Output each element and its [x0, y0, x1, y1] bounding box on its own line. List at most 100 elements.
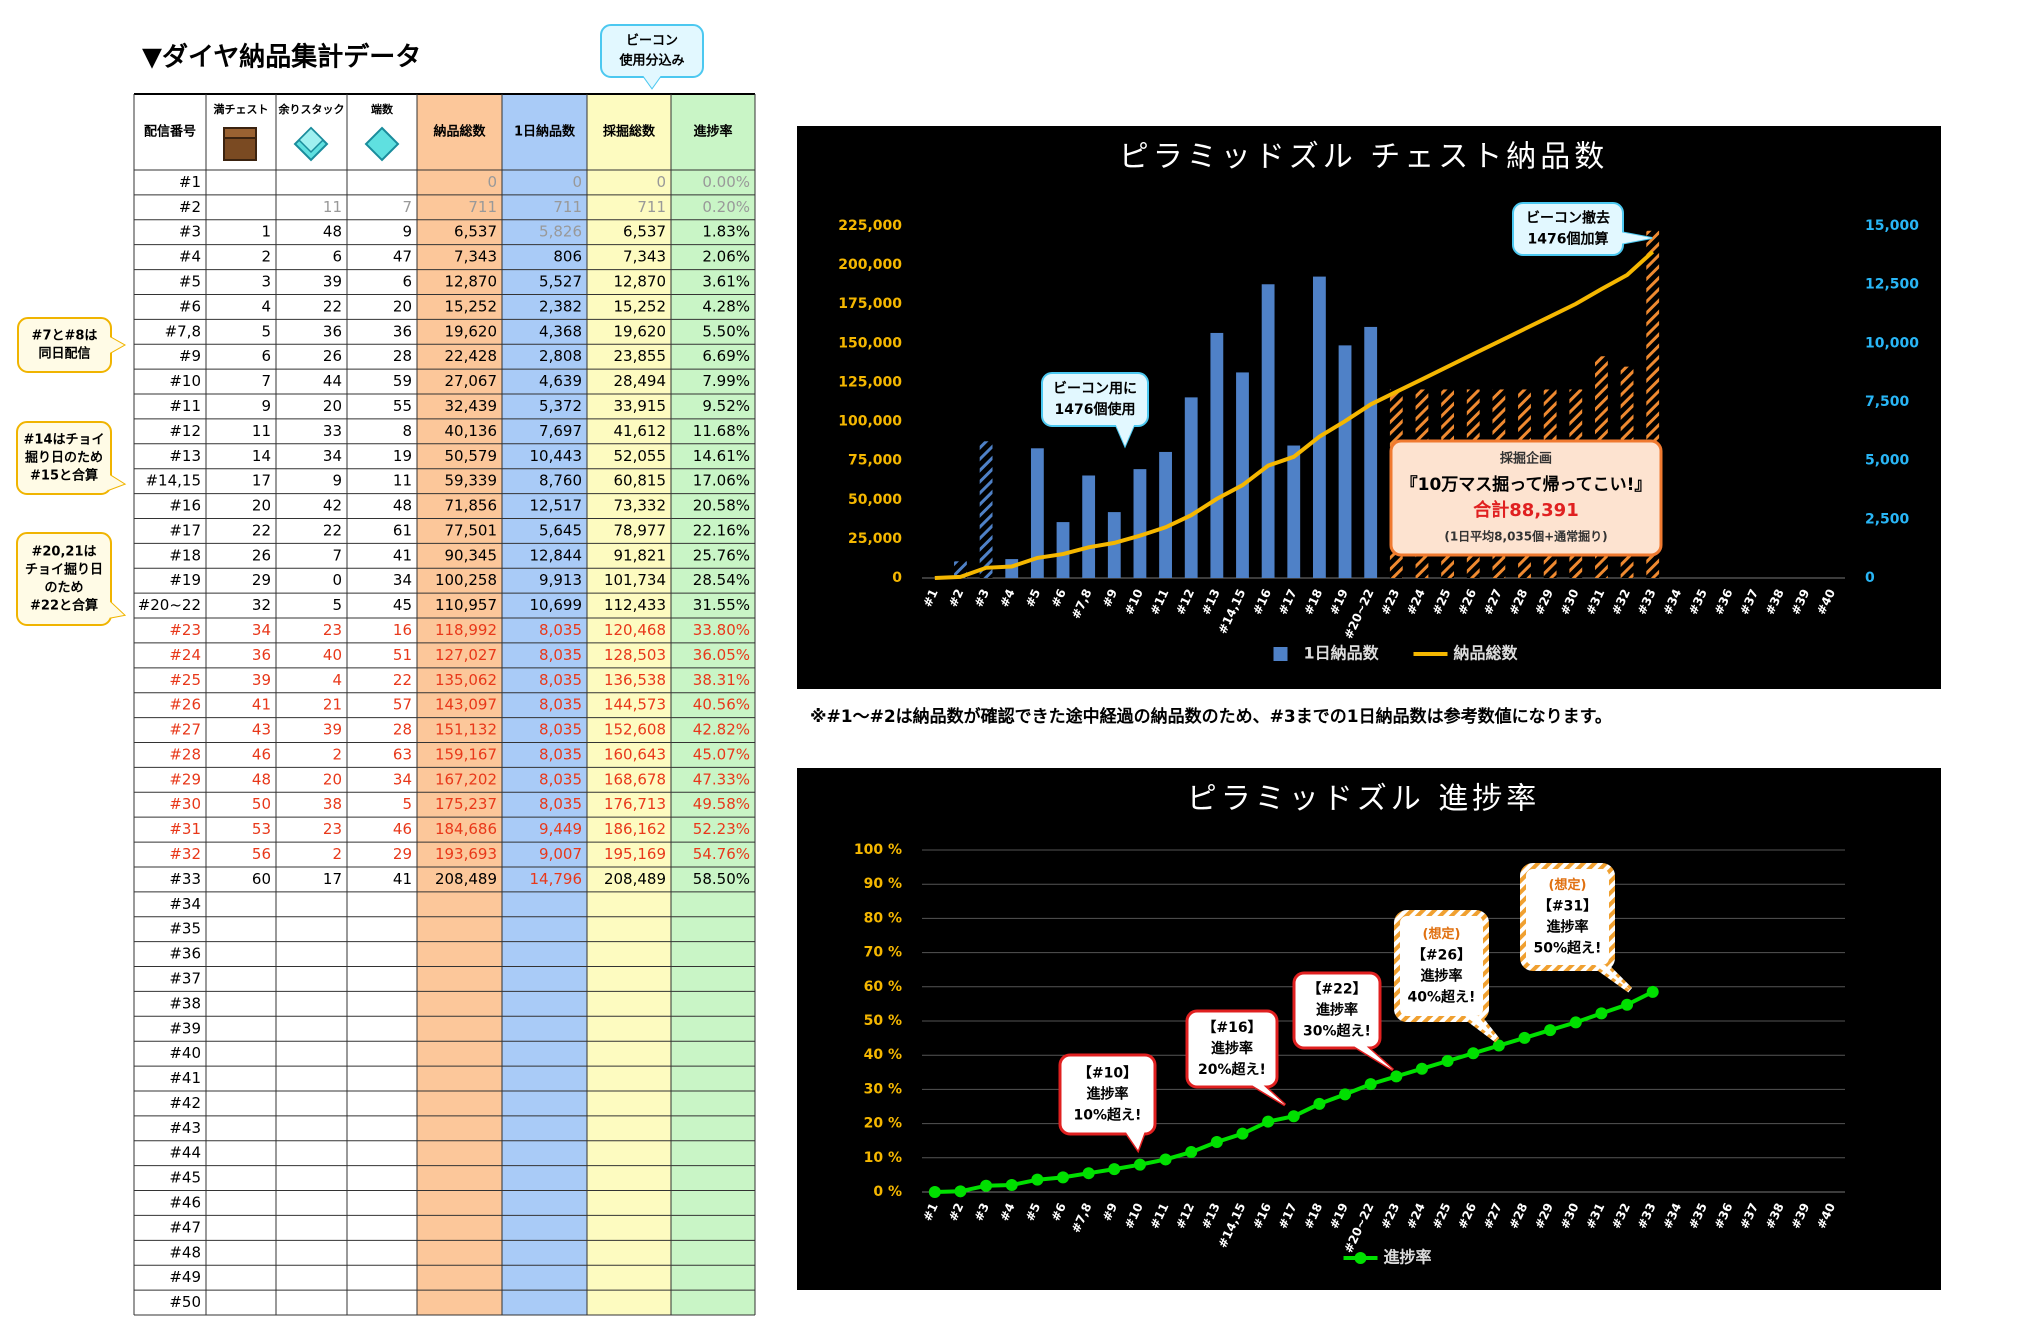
table-cell: #41 [169, 1069, 201, 1087]
table-cell: 176,713 [604, 795, 666, 813]
y-tick-label: 200,000 [838, 257, 902, 273]
table-cell: 8,035 [539, 646, 582, 664]
line-marker [1262, 1115, 1275, 1128]
column-background [276, 94, 347, 1315]
table-cell: 5,527 [539, 273, 582, 291]
table-cell: #49 [169, 1268, 201, 1286]
bar [979, 441, 993, 578]
y2-tick-label: 12,500 [1865, 277, 1919, 293]
line-marker [1185, 1146, 1198, 1159]
callout-text: (1日平均8,035個+通常掘り) [1444, 529, 1607, 544]
legend-label: 1日納品数 [1304, 644, 1380, 663]
line-marker [1082, 1167, 1095, 1180]
line [934, 250, 1655, 580]
table-cell: 5 [332, 596, 342, 614]
table-cell: 32 [252, 596, 271, 614]
table-cell: 22 [323, 297, 342, 315]
table-cell: 33,915 [614, 397, 667, 415]
table-cell: 8,035 [539, 770, 582, 788]
y2-tick-label: 15,000 [1865, 218, 1919, 234]
table-cell: 60 [252, 870, 271, 888]
bar [1184, 397, 1198, 578]
table-cell: 31.55% [693, 596, 750, 614]
column-background [206, 94, 276, 1315]
table-cell: 100,258 [435, 571, 497, 589]
line-marker [980, 1179, 993, 1192]
callout-pointer-cover [1595, 965, 1630, 990]
table-cell: #30 [169, 795, 201, 813]
column-header: 余りスタック [278, 102, 345, 116]
table-cell: 2 [261, 248, 271, 266]
line-marker [1364, 1078, 1377, 1091]
table-cell: 9 [261, 397, 271, 415]
callout-box [1520, 863, 1615, 971]
callout-box [1058, 1053, 1157, 1136]
table-cell: 5 [261, 322, 271, 340]
table-cell: 28,494 [614, 372, 667, 390]
table-cell: #28 [169, 745, 201, 763]
table-cell: 118,992 [435, 621, 497, 639]
table-cell: 110,957 [435, 596, 497, 614]
table-cell: 5,645 [539, 521, 582, 539]
table-cell: 7 [332, 546, 342, 564]
table-cell: 0 [572, 173, 582, 191]
callout-text: 採掘企画 [1500, 451, 1552, 467]
table-cell: #29 [169, 770, 201, 788]
line-marker [1492, 1039, 1505, 1052]
table-cell: 0 [487, 173, 497, 191]
table-cell: 159,167 [435, 745, 497, 763]
table-cell: 12,844 [530, 546, 583, 564]
table-cell: #42 [169, 1094, 201, 1112]
table-cell: #16 [169, 497, 201, 515]
table-cell: 48 [393, 497, 412, 515]
column-background [417, 94, 502, 1315]
table-cell: 61 [393, 521, 412, 539]
table-cell: 8,035 [539, 621, 582, 639]
table-cell: #36 [169, 945, 201, 963]
callout-text: #20,21は [31, 545, 96, 560]
callout-box [16, 421, 112, 495]
callout-text: 『10万マス掘って帰ってこい!』 [1401, 474, 1652, 495]
table-cell: 14.61% [693, 447, 750, 465]
table-cell: #32 [169, 845, 201, 863]
callout-text: 【#31】 [1538, 899, 1597, 915]
table-cell: 7,697 [539, 422, 582, 440]
bar [1261, 284, 1275, 578]
table-cell: 36 [252, 646, 271, 664]
table-cell: 60,815 [614, 472, 667, 490]
table-cell: 46 [252, 745, 271, 763]
line-marker [1159, 1153, 1172, 1166]
table-cell: 45 [393, 596, 412, 614]
table-cell: 51 [393, 646, 412, 664]
bar [1107, 512, 1121, 578]
bar [1133, 469, 1147, 578]
table-cell: 42.82% [693, 721, 750, 739]
table-cell: 23,855 [614, 347, 667, 365]
column-background [502, 94, 587, 1315]
column-header: 配信番号 [144, 124, 196, 140]
table-cell: 57 [393, 696, 412, 714]
table-cell: 22 [393, 671, 412, 689]
table-cell: #27 [169, 721, 201, 739]
callout-text: ビーコン用に [1053, 381, 1137, 397]
table-cell: 3 [261, 273, 271, 291]
table-cell: 6,537 [454, 223, 497, 241]
table-cell: 33.80% [693, 621, 750, 639]
y-tick-label: 0 [892, 570, 902, 586]
line-marker [1287, 1110, 1300, 1123]
y-tick-label: 75,000 [848, 453, 902, 469]
table-cell: 2.06% [702, 248, 750, 266]
y-tick-label: 100,000 [838, 414, 902, 430]
table-cell: #26 [169, 696, 201, 714]
table-cell: #11 [169, 397, 201, 415]
callout-pointer-cover [108, 600, 124, 618]
column-background [347, 94, 417, 1315]
callout-text: 1476個使用 [1055, 401, 1136, 418]
table-cell: 46 [393, 820, 412, 838]
table-cell: 63 [393, 745, 412, 763]
callout-text: 【#26】 [1412, 948, 1471, 964]
line-marker [1133, 1158, 1146, 1171]
line-marker [1569, 1016, 1582, 1029]
callout-text: 20%超え! [1198, 1061, 1266, 1078]
table-cell: 0 [656, 173, 666, 191]
